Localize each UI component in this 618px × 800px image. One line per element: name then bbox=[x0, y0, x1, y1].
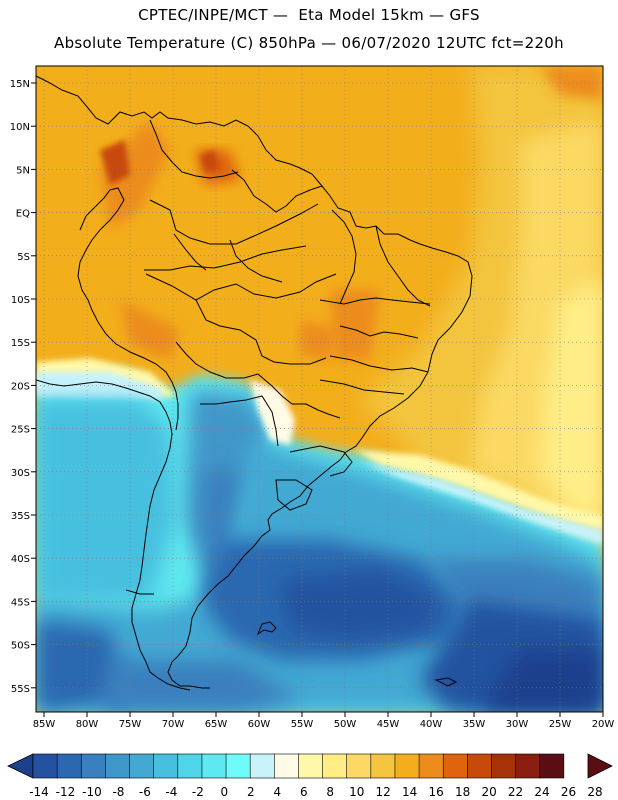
colorbar-label: 8 bbox=[326, 785, 334, 799]
lon-tick-label: 25W bbox=[549, 719, 572, 730]
colorbar-label: -2 bbox=[192, 785, 204, 799]
lon-tick-label: 35W bbox=[463, 719, 486, 730]
colorbar-label: 26 bbox=[561, 785, 576, 799]
lon-tick-label: 70W bbox=[162, 719, 185, 730]
colorbar-label: 12 bbox=[376, 785, 391, 799]
lat-tick-label: 50S bbox=[11, 641, 30, 652]
colorbar-label: 0 bbox=[221, 785, 229, 799]
colorbar-swatch bbox=[129, 753, 155, 779]
lat-tick-label: 5S bbox=[17, 252, 30, 263]
colorbar-label: 6 bbox=[300, 785, 308, 799]
lat-tick-label: 10N bbox=[10, 122, 30, 133]
lat-tick-label: 45S bbox=[11, 597, 30, 608]
lon-tick-label: 85W bbox=[33, 719, 56, 730]
colorbar-swatch bbox=[153, 753, 179, 779]
colorbar-swatch bbox=[298, 753, 324, 779]
colorbar-swatch bbox=[394, 753, 420, 779]
lat-tick-label: 55S bbox=[11, 684, 30, 695]
colorbar-swatch bbox=[539, 753, 565, 779]
lat-tick-label: 40S bbox=[11, 554, 30, 565]
lat-tick-label: 25S bbox=[11, 425, 30, 436]
longitude-axis: 85W 80W 75W 70W 65W 60W 55W 50W 45W 40W 35W 30W 25W 2… bbox=[33, 712, 615, 730]
colorbar-label: 14 bbox=[402, 785, 417, 799]
lat-tick-label: 20S bbox=[11, 381, 30, 392]
lon-tick-label: 65W bbox=[205, 719, 228, 730]
lon-tick-label: 75W bbox=[119, 719, 142, 730]
colorbar-swatch bbox=[249, 753, 276, 779]
colorbar-label: -8 bbox=[112, 785, 124, 799]
colorbar-label: -12 bbox=[56, 785, 76, 799]
colorbar-label: -14 bbox=[29, 785, 49, 799]
temperature-field bbox=[36, 66, 603, 712]
lat-tick-label: 10S bbox=[11, 295, 30, 306]
lat-tick-label: 35S bbox=[11, 511, 30, 522]
latitude-axis: 15N 10N 5N EQ 5S 10S 15S 20S 25S 30S 35S 40S 45S 50S 5… bbox=[10, 79, 36, 695]
colorbar-label: 18 bbox=[455, 785, 470, 799]
colorbar-label: 10 bbox=[349, 785, 364, 799]
colorbar-swatch bbox=[515, 753, 541, 779]
lon-tick-label: 80W bbox=[76, 719, 99, 730]
grid-lines bbox=[36, 66, 604, 712]
colorbar-swatch bbox=[442, 753, 469, 779]
colorbar-swatch bbox=[370, 753, 396, 779]
colorbar: -14 -12 -10 -8 -6 -4 -2 0 2 4 6 8 10 12 14 16 18 20 22 24 26… bbox=[7, 753, 613, 799]
colorbar-swatch bbox=[80, 753, 107, 779]
map-subtitle: Absolute Temperature (C) 850hPa — 06/07/… bbox=[54, 34, 564, 52]
colorbar-label: 22 bbox=[508, 785, 523, 799]
lon-tick-label: 20W bbox=[592, 719, 615, 730]
colorbar-label: -4 bbox=[165, 785, 177, 799]
coastlines bbox=[35, 75, 473, 691]
colorbar-swatch bbox=[322, 753, 348, 779]
plot-frame bbox=[35, 65, 604, 713]
colorbar-swatch bbox=[225, 753, 251, 779]
colorbar-label: -10 bbox=[82, 785, 102, 799]
colorbar-swatch bbox=[105, 753, 131, 779]
colorbar-swatch bbox=[491, 753, 517, 779]
lat-tick-label: EQ bbox=[16, 209, 30, 220]
colorbar-low-arrow bbox=[7, 753, 34, 779]
colorbar-swatch bbox=[467, 753, 493, 779]
colorbar-label: 24 bbox=[534, 785, 549, 799]
lon-tick-label: 30W bbox=[506, 719, 529, 730]
colorbar-high-arrow bbox=[587, 753, 613, 779]
colorbar-label: -6 bbox=[139, 785, 151, 799]
lon-tick-label: 45W bbox=[377, 719, 400, 730]
colorbar-label: 16 bbox=[429, 785, 444, 799]
colorbar-swatch bbox=[418, 753, 445, 779]
lat-tick-label: 15N bbox=[10, 79, 30, 90]
lat-tick-label: 30S bbox=[11, 468, 30, 479]
lat-tick-label: 15S bbox=[11, 338, 30, 349]
lat-tick-label: 5N bbox=[16, 165, 30, 176]
colorbar-swatch bbox=[32, 753, 58, 779]
colorbar-label: 28 bbox=[587, 785, 602, 799]
lon-tick-label: 50W bbox=[334, 719, 357, 730]
map-title: CPTEC/INPE/MCT — Eta Model 15km — GFS bbox=[138, 6, 480, 24]
lon-tick-label: 40W bbox=[420, 719, 443, 730]
colorbar-label: 20 bbox=[481, 785, 496, 799]
colorbar-label: 4 bbox=[273, 785, 281, 799]
colorbar-swatch bbox=[201, 753, 227, 779]
lon-tick-label: 60W bbox=[248, 719, 271, 730]
colorbar-swatch bbox=[177, 753, 203, 779]
colorbar-label: 2 bbox=[247, 785, 255, 799]
colorbar-swatch bbox=[56, 753, 83, 779]
lon-tick-label: 55W bbox=[291, 719, 314, 730]
colorbar-swatch bbox=[346, 753, 372, 779]
colorbar-swatch bbox=[274, 753, 300, 779]
